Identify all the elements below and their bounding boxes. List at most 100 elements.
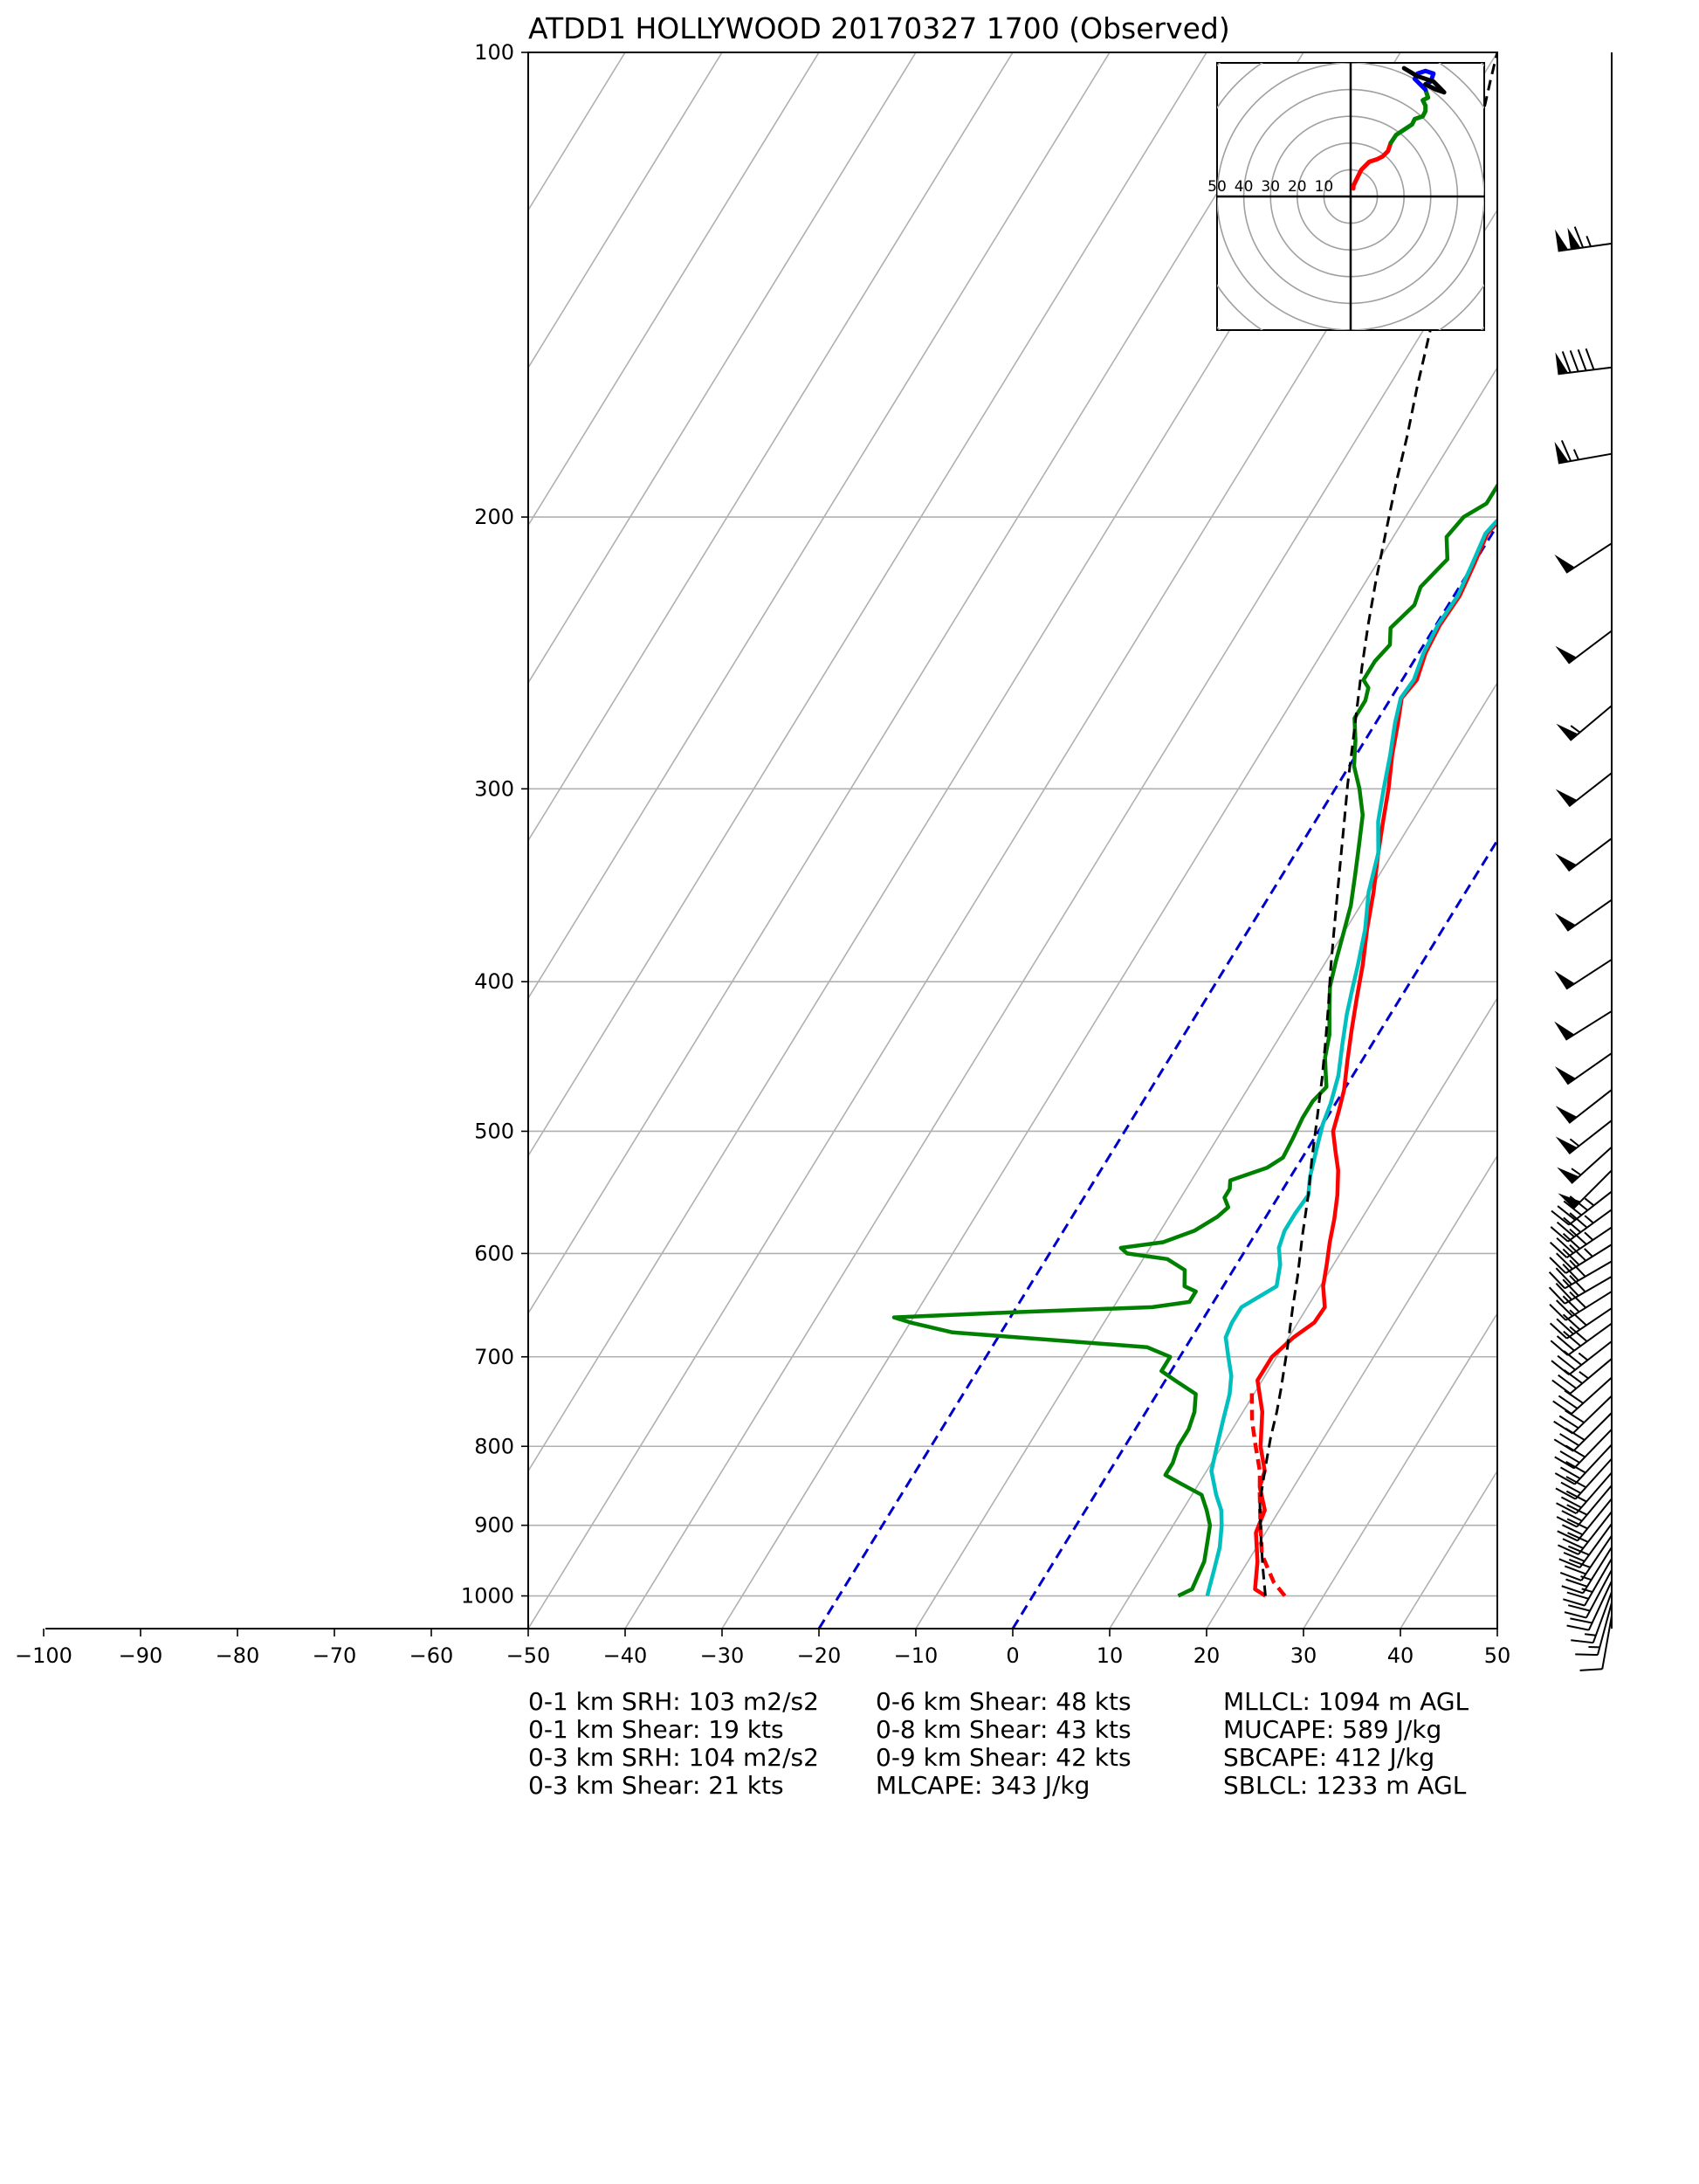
y-tick-label: 600 [474, 1241, 514, 1265]
series-line [1253, 520, 1497, 1598]
hodograph-ring-label: 20 [1288, 178, 1307, 196]
wind-barb [1556, 705, 1613, 741]
wind-barb [1554, 1429, 1613, 1470]
barb-half-flag [1584, 1231, 1594, 1241]
barb-staff [1564, 1275, 1613, 1305]
barb-pennant [1567, 227, 1581, 250]
barb-staff [1574, 1457, 1613, 1500]
barb-flag [1548, 1271, 1566, 1290]
grid-lines [528, 52, 1497, 1597]
barb-flag [1569, 1291, 1587, 1309]
hodograph-ring-label: 40 [1235, 178, 1254, 196]
barb-flag [1569, 350, 1579, 372]
x-tick-label: −60 [409, 1643, 454, 1668]
barb-flag [1571, 1639, 1593, 1644]
barb-flag [1569, 1212, 1588, 1229]
barb-pennant [1555, 853, 1577, 872]
isotherm-line [528, 52, 626, 212]
barb-flag [1554, 1456, 1575, 1470]
barb-staff [1579, 1523, 1613, 1568]
barb-flag [1566, 1518, 1588, 1530]
barb-flag [1549, 1241, 1568, 1258]
wind-barb [1571, 1591, 1613, 1644]
isotherm-line [528, 52, 1111, 1000]
hodograph-traces [1351, 65, 1447, 191]
wind-barb [1563, 1558, 1613, 1607]
barb-flag [1561, 1510, 1583, 1522]
barb-pennant [1554, 441, 1569, 464]
barb-flag [1549, 1322, 1568, 1340]
hodograph-trace [1351, 141, 1393, 191]
barb-half-flag [1584, 1197, 1595, 1207]
barb-flag [1559, 1450, 1580, 1464]
series-line [1205, 517, 1497, 1597]
barb-staff [1575, 1471, 1613, 1514]
x-tick-label: −70 [313, 1643, 357, 1668]
wind-barb [1553, 1395, 1613, 1435]
barb-staff [1565, 542, 1613, 574]
hodograph-ring-label: 30 [1261, 178, 1280, 196]
barb-flag [1556, 1221, 1575, 1238]
y-tick-label: 100 [474, 40, 514, 65]
barb-flag [1565, 1409, 1585, 1423]
barb-staff [1569, 705, 1613, 741]
barb-pennant [1555, 789, 1578, 807]
x-tick-label: 0 [1006, 1643, 1019, 1668]
barb-staff [1567, 1209, 1613, 1243]
barb-staff [1565, 958, 1613, 990]
barb-staff [1601, 1616, 1613, 1670]
x-tick-label: −90 [119, 1643, 163, 1668]
barb-half-flag [1569, 1138, 1580, 1147]
barb-flag [1562, 1248, 1580, 1266]
wind-barb [1557, 1498, 1613, 1542]
stat-text: 0-9 km Shear: 42 kts [876, 1743, 1132, 1772]
barb-staff [1569, 1358, 1613, 1395]
barb-flag [1564, 1565, 1586, 1575]
barb-staff [1566, 1307, 1613, 1340]
x-tick-label: 30 [1290, 1643, 1317, 1668]
wind-barb [1555, 772, 1613, 808]
barb-flag [1562, 1263, 1579, 1282]
barb-staff [1566, 899, 1613, 932]
barb-flag [1564, 1369, 1583, 1385]
wind-barb [1554, 439, 1613, 465]
barb-flag [1579, 1668, 1603, 1671]
barb-flag [1562, 1524, 1584, 1536]
isotherm-line [1109, 996, 1497, 1629]
wind-barb [1554, 1010, 1613, 1041]
barb-staff [1571, 1146, 1613, 1184]
barb-staff [1565, 1291, 1613, 1321]
barb-staff [1566, 1226, 1613, 1258]
y-tick-label: 400 [474, 969, 514, 994]
wind-barb [1564, 1569, 1613, 1619]
barb-flag [1548, 1286, 1566, 1305]
barb-staff [1568, 772, 1613, 808]
barb-flag [1573, 226, 1585, 248]
barb-pennant [1554, 970, 1575, 989]
barb-half-flag [1581, 1588, 1593, 1593]
barb-staff [1564, 1260, 1613, 1290]
barb-flag [1557, 1530, 1579, 1542]
stat-text: 0-3 km Shear: 21 kts [528, 1771, 784, 1800]
wind-barb [1555, 226, 1613, 252]
stat-text: MLLCL: 1094 m AGL [1223, 1687, 1469, 1716]
hodograph-ring-label: 10 [1315, 178, 1334, 196]
chart-title: ATDD1 HOLLYWOOD 20170327 1700 (Observed) [528, 11, 1230, 45]
barb-staff [1567, 1322, 1613, 1356]
barb-flag [1565, 1578, 1588, 1588]
wind-barb [1566, 1581, 1613, 1631]
barb-flag [1567, 1532, 1589, 1543]
barb-flag [1560, 439, 1572, 462]
stat-text: 0-8 km Shear: 43 kts [876, 1715, 1132, 1744]
barb-flag [1551, 1209, 1570, 1226]
wind-barb [1548, 1259, 1613, 1290]
barb-flag [1565, 1444, 1586, 1458]
barb-staff [1592, 1591, 1613, 1643]
stat-text: 0-6 km Shear: 48 kts [876, 1687, 1132, 1716]
y-tick-label: 700 [474, 1345, 514, 1369]
barb-flag [1568, 1559, 1591, 1568]
barb-staff [1572, 1412, 1613, 1452]
x-tick-label: −100 [15, 1643, 72, 1668]
barb-flag [1562, 1538, 1584, 1549]
barb-half-flag [1584, 1248, 1593, 1257]
